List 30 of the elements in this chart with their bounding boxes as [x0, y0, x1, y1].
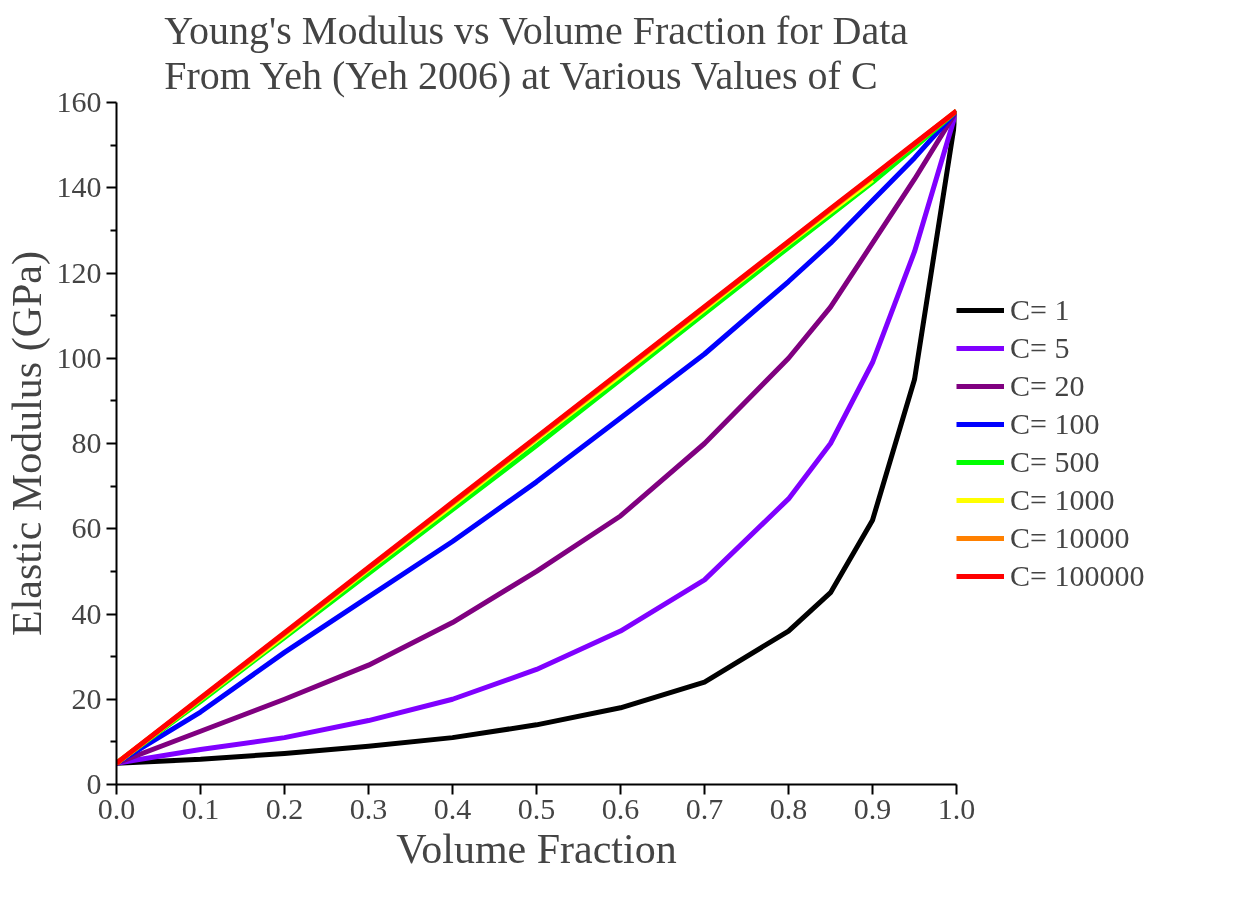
y-tick-label: 60: [71, 511, 102, 545]
legend-label: C= 100000: [1010, 559, 1145, 593]
x-tick-label: 0.6: [601, 791, 640, 825]
legend-label: C= 100: [1010, 407, 1100, 441]
x-axis-title: Volume Fraction: [396, 825, 677, 872]
x-tick-label: 0.2: [265, 791, 304, 825]
y-tick-label: 140: [56, 170, 102, 204]
y-tick-label: 40: [71, 596, 102, 630]
legend-label: C= 5: [1010, 331, 1070, 365]
y-axis-title: Elastic Modulus (GPa): [3, 251, 51, 636]
chart-title: Young's Modulus vs Volume Fraction for Data From Yeh (Yeh 2006) at Various Values of C: [164, 7, 909, 98]
x-tick-label: 0.9: [853, 791, 892, 825]
legend-label: C= 1000: [1010, 483, 1115, 517]
x-tick-label: 1.0: [937, 791, 976, 825]
legend-label: C= 1: [1010, 293, 1070, 327]
y-tick-label: 160: [56, 85, 102, 118]
y-tick-label: 100: [56, 340, 102, 374]
x-tick-label: 0.5: [517, 791, 556, 825]
legend-label: C= 10000: [1010, 521, 1130, 555]
y-tick-label: 0: [86, 767, 102, 800]
legend-label: C= 500: [1010, 445, 1100, 479]
x-tick-label: 0.3: [349, 791, 388, 825]
x-tick-label: 0.4: [433, 791, 472, 825]
y-tick-label: 20: [71, 681, 102, 715]
x-tick-label: 0.1: [181, 791, 220, 825]
x-tick-label: 0.7: [685, 791, 724, 825]
legend-label: C= 20: [1010, 369, 1085, 403]
y-tick-label: 120: [56, 255, 102, 289]
x-tick-label: 0.8: [769, 791, 808, 825]
y-tick-label: 80: [71, 426, 102, 459]
